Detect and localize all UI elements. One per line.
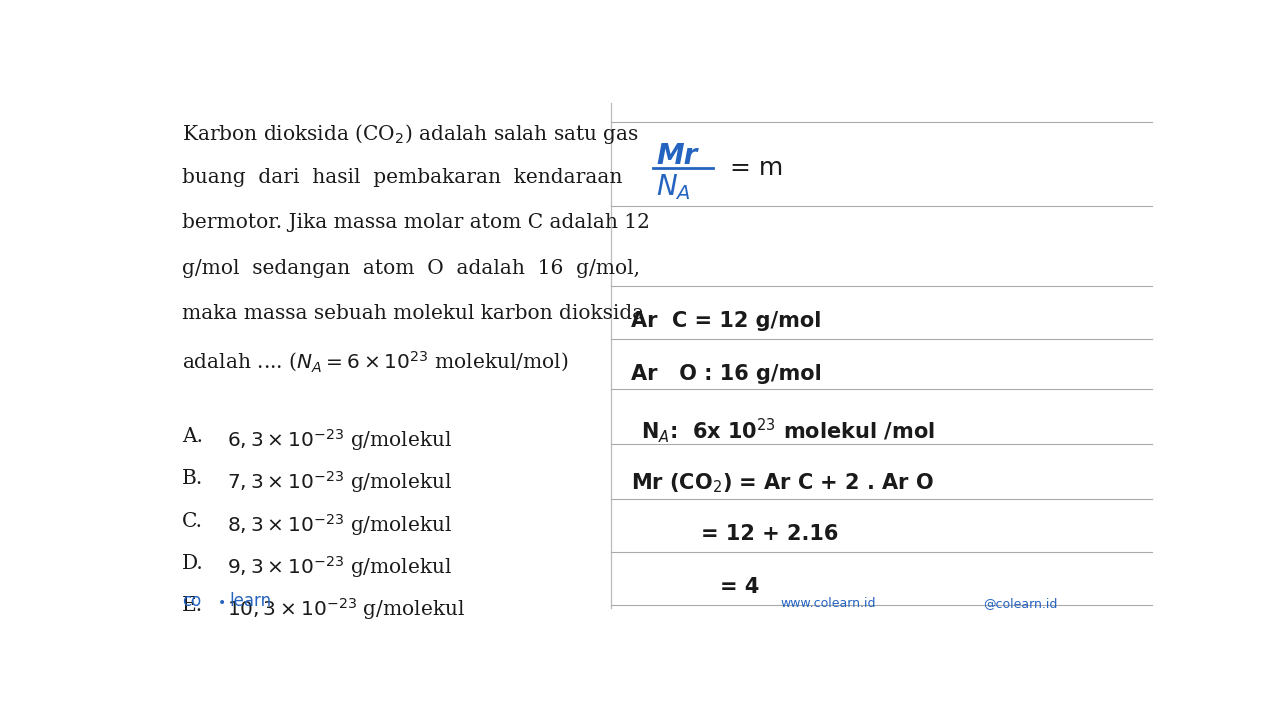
Text: Mr (CO$_2$) = Ar C + 2 . Ar O: Mr (CO$_2$) = Ar C + 2 . Ar O: [631, 472, 934, 495]
Text: www.colearn.id: www.colearn.id: [780, 598, 876, 611]
Text: g/mol  sedangan  atom  O  adalah  16  g/mol,: g/mol sedangan atom O adalah 16 g/mol,: [182, 258, 640, 278]
Text: C.: C.: [182, 512, 202, 531]
Text: = 12 + 2.16: = 12 + 2.16: [700, 524, 838, 544]
Text: E.: E.: [182, 596, 204, 615]
Text: Karbon dioksida (CO$_2$) adalah salah satu gas: Karbon dioksida (CO$_2$) adalah salah sa…: [182, 122, 639, 146]
Text: $10,3 \times 10^{-23}$ g/molekul: $10,3 \times 10^{-23}$ g/molekul: [228, 596, 466, 622]
Text: $8,3 \times 10^{-23}$ g/molekul: $8,3 \times 10^{-23}$ g/molekul: [228, 512, 453, 538]
Text: $9,3 \times 10^{-23}$ g/molekul: $9,3 \times 10^{-23}$ g/molekul: [228, 554, 453, 580]
Text: = 4: = 4: [721, 577, 760, 597]
Text: A.: A.: [182, 428, 202, 446]
Text: $N_A$: $N_A$: [657, 172, 691, 202]
Text: Ar   O : 16 g/mol: Ar O : 16 g/mol: [631, 364, 822, 384]
Text: buang  dari  hasil  pembakaran  kendaraan: buang dari hasil pembakaran kendaraan: [182, 168, 622, 187]
Text: •: •: [218, 596, 225, 611]
Text: Ar  C = 12 g/mol: Ar C = 12 g/mol: [631, 311, 822, 331]
Text: maka massa sebuah molekul karbon dioksida: maka massa sebuah molekul karbon dioksid…: [182, 305, 644, 323]
Text: $7,3 \times 10^{-23}$ g/molekul: $7,3 \times 10^{-23}$ g/molekul: [228, 469, 453, 495]
Text: co: co: [182, 593, 201, 611]
Text: bermotor. Jika massa molar atom C adalah 12: bermotor. Jika massa molar atom C adalah…: [182, 213, 650, 233]
Text: learn: learn: [229, 593, 271, 611]
Text: adalah .... ($N_A = 6 \times 10^{23}$ molekul/mol): adalah .... ($N_A = 6 \times 10^{23}$ mo…: [182, 350, 568, 374]
Text: $6,3 \times 10^{-23}$ g/molekul: $6,3 \times 10^{-23}$ g/molekul: [228, 428, 453, 454]
Text: B.: B.: [182, 469, 204, 488]
Text: N$_{A}$:  6x 10$^{23}$ molekul /mol: N$_{A}$: 6x 10$^{23}$ molekul /mol: [641, 416, 934, 445]
Text: @colearn.id: @colearn.id: [983, 598, 1057, 611]
Text: Mr: Mr: [657, 142, 698, 170]
Text: = m: = m: [731, 156, 783, 180]
Text: D.: D.: [182, 554, 204, 572]
